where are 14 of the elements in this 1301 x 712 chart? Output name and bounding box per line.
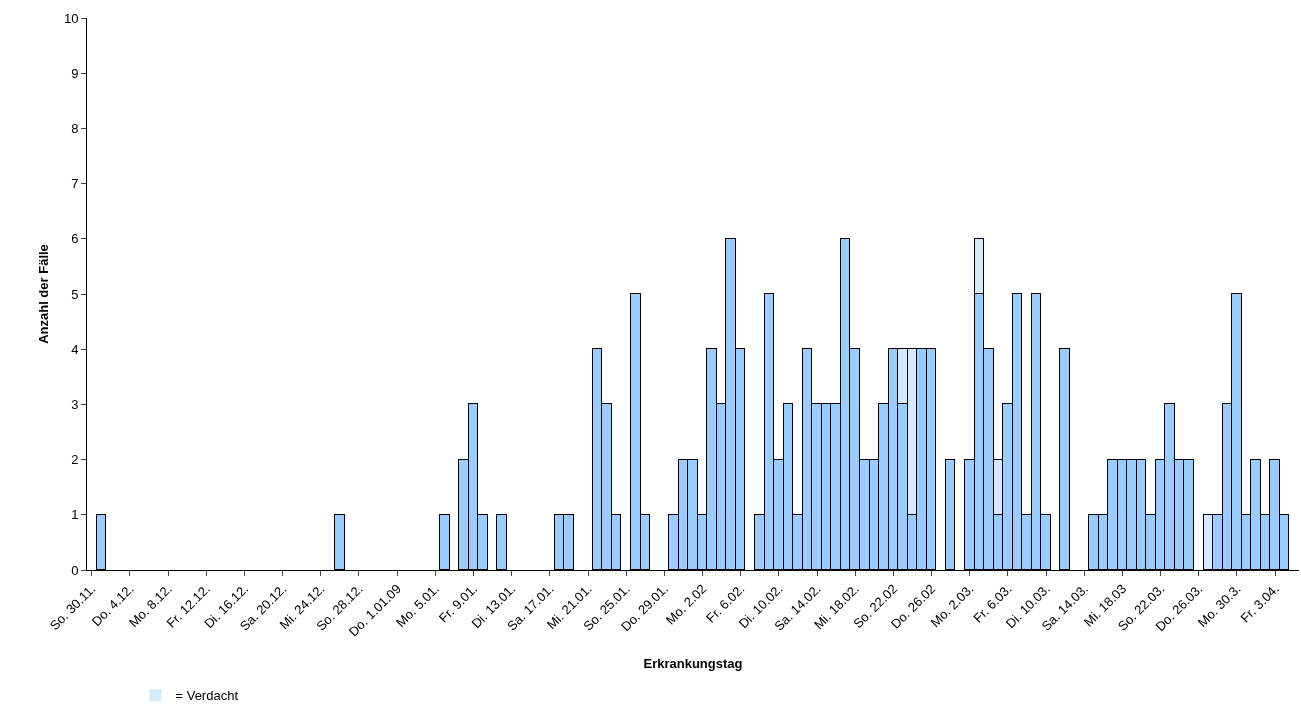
y-tick-label: 3 (71, 396, 79, 412)
y-tick-label: 9 (71, 65, 79, 81)
y-tick-label: 8 (71, 120, 79, 136)
y-tick-label: 10 (63, 10, 79, 26)
y-tick-label: 2 (71, 452, 79, 468)
y-tick-label: 4 (71, 341, 79, 357)
legend-label: = Verdacht (175, 688, 239, 704)
x-axis-title: Erkrankungstag (643, 655, 743, 671)
y-tick-label: 0 (71, 562, 79, 578)
y-tick-label: 1 (71, 507, 79, 523)
y-tick-label: 6 (71, 231, 79, 247)
y-tick-label: 7 (71, 176, 79, 192)
y-tick-label: 5 (71, 286, 79, 302)
y-axis-title: Anzahl der Fälle (35, 244, 51, 344)
